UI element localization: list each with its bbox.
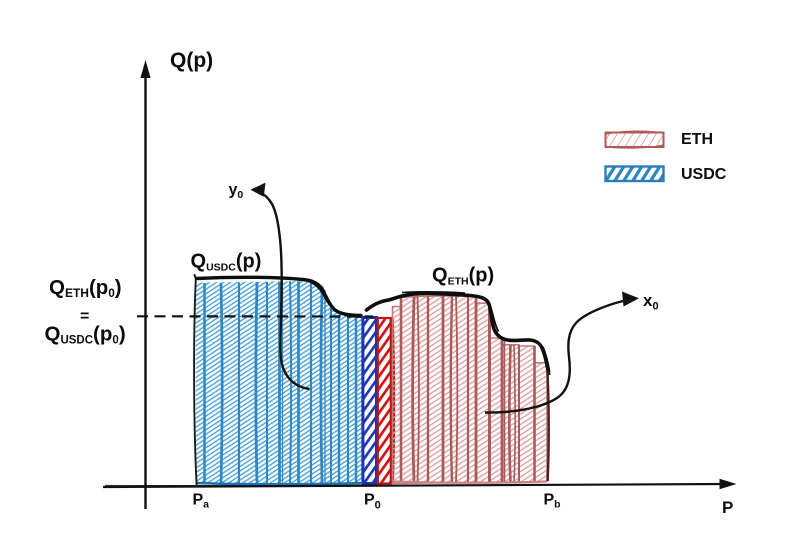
svg-text:QUSDC(p): QUSDC(p)	[191, 251, 262, 274]
svg-text:y0: y0	[229, 182, 244, 202]
svg-text:QETH(p): QETH(p)	[432, 265, 494, 288]
svg-text:Q(p): Q(p)	[170, 49, 213, 72]
svg-text:ETH: ETH	[681, 131, 713, 148]
svg-text:x0: x0	[643, 291, 659, 313]
svg-text:P: P	[722, 498, 733, 517]
svg-text:=: =	[80, 308, 89, 325]
svg-text:USDC: USDC	[681, 166, 727, 183]
svg-text:P0: P0	[364, 492, 381, 512]
svg-text:Pb: Pb	[544, 492, 561, 511]
svg-text:QUSDC(p0): QUSDC(p0)	[45, 323, 126, 347]
svg-text:QETH(p0): QETH(p0)	[49, 276, 122, 300]
svg-text:Pa: Pa	[193, 492, 210, 511]
